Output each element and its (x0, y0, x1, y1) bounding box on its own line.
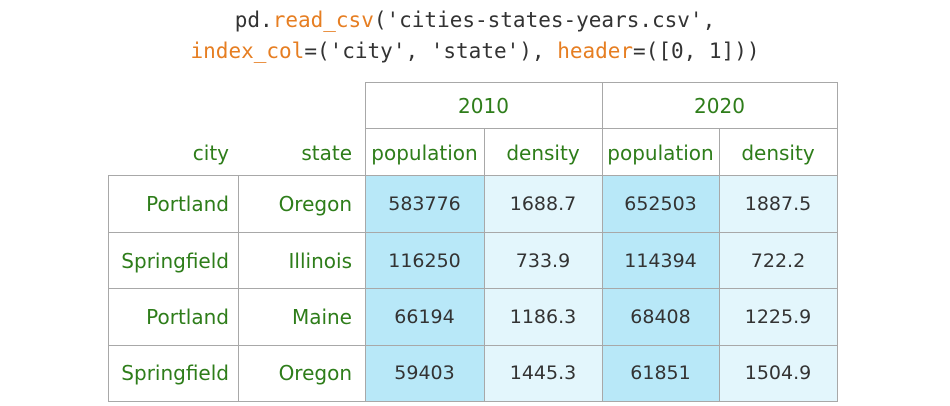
code-args-1: ('cities-states-years.csv', (373, 8, 716, 32)
grid-line (365, 128, 838, 129)
grid-line (484, 128, 485, 402)
cell-population-2010: 66194 (365, 289, 484, 345)
cell-population-2010: 583776 (365, 176, 484, 232)
subheader-density-2020: density (741, 140, 815, 165)
grid-line (108, 175, 838, 176)
cell-population-2010: 116250 (365, 232, 484, 289)
cell-density-2020: 1887.5 (719, 176, 837, 232)
grid-line (837, 82, 838, 402)
grid-line (602, 82, 603, 402)
code-args-3: =([0, 1])) (633, 39, 760, 63)
cell-population-2020: 61851 (602, 345, 719, 401)
cell-density-2020: 722.2 (719, 232, 837, 289)
grid-line (108, 345, 838, 346)
grid-line (719, 128, 720, 402)
code-prefix: pd. (234, 8, 273, 32)
code-keyword-index-col: index_col (190, 39, 305, 63)
subheader-population-2020: population (607, 140, 714, 165)
row-city: Springfield (121, 248, 229, 273)
cell-density-2010: 1688.7 (484, 176, 602, 232)
subheader-density-2010: density (506, 140, 580, 165)
row-state: Oregon (278, 192, 352, 216)
cell-population-2020: 114394 (602, 232, 719, 289)
row-city: Springfield (121, 361, 229, 385)
cell-density-2010: 1445.3 (484, 345, 602, 401)
code-line-2: index_col=('city', 'state'), header=([0,… (0, 34, 950, 68)
code-line-1: pd.read_csv('cities-states-years.csv', (0, 3, 950, 37)
subheader-population-2010: population (371, 140, 478, 165)
grid-line (365, 82, 366, 402)
code-function-name: read_csv (272, 8, 374, 32)
cell-density-2010: 1186.3 (484, 289, 602, 345)
grid-line (108, 288, 838, 289)
cell-density-2020: 1225.9 (719, 289, 837, 345)
cell-density-2020: 1504.9 (719, 345, 837, 401)
code-keyword-header: header (557, 39, 634, 63)
row-city: Portland (146, 305, 229, 329)
cell-population-2010: 59403 (365, 345, 484, 401)
row-city: Portland (146, 192, 229, 216)
cell-population-2020: 68408 (602, 289, 719, 345)
grid-line (108, 232, 838, 233)
index-name-state: state (301, 140, 352, 165)
row-state: Illinois (288, 248, 352, 273)
row-state: Oregon (278, 361, 352, 385)
cell-population-2020: 652503 (602, 176, 719, 232)
grid-line (108, 401, 838, 402)
year-header-2010: 2010 (458, 94, 509, 118)
grid-line (238, 175, 239, 402)
grid-line (365, 82, 838, 83)
row-state: Maine (291, 305, 352, 329)
year-header-2020: 2020 (694, 94, 745, 118)
index-name-city: city (192, 140, 229, 165)
cell-density-2010: 733.9 (484, 232, 602, 289)
code-args-2: =('city', 'state'), (304, 39, 558, 63)
grid-line (108, 175, 109, 402)
